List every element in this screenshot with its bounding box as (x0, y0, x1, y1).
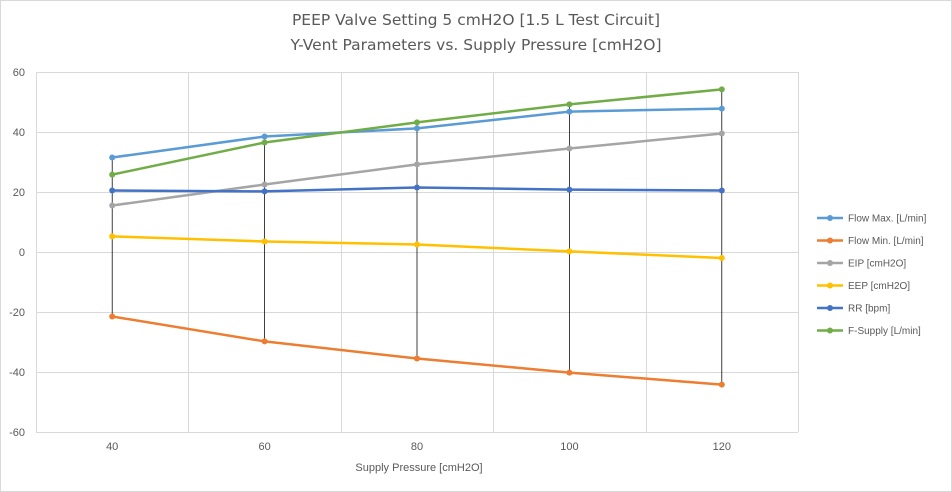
legend-item: EIP [cmH2O] (817, 259, 906, 270)
y-axis-ticks: -60 -40 -20 0 20 40 60 (9, 67, 25, 439)
series (109, 86, 725, 178)
x-tick-label: 60 (258, 441, 270, 453)
series (109, 184, 725, 195)
data-point (566, 145, 573, 152)
data-point (414, 119, 420, 126)
data-point (566, 248, 573, 255)
x-tick-label: 100 (560, 441, 578, 453)
legend-marker-icon (827, 237, 833, 244)
legend-label: EEP [cmH2O] (848, 281, 910, 292)
chart-subtitle: Y-Vent Parameters vs. Supply Pressure [c… (290, 36, 662, 54)
data-point (414, 241, 420, 248)
data-point (718, 381, 725, 388)
data-point (109, 154, 116, 161)
data-point (414, 125, 420, 132)
legend-item: Flow Max. [L/min] (817, 214, 927, 225)
legend-label: Flow Max. [L/min] (848, 214, 927, 225)
legend-item: RR [bpm] (817, 304, 890, 315)
data-point (718, 105, 725, 112)
chart-title: PEEP Valve Setting 5 cmH2O [1.5 L Test C… (291, 11, 661, 29)
data-point (109, 313, 116, 320)
legend-label: EIP [cmH2O] (848, 259, 906, 270)
series (109, 233, 725, 261)
legend-marker-icon (827, 305, 833, 311)
x-axis-label: Supply Pressure [cmH2O] (355, 462, 482, 474)
data-point (718, 130, 725, 137)
legend-marker-icon (827, 327, 833, 334)
legend-marker-icon (827, 260, 833, 266)
x-tick-label: 120 (713, 441, 731, 453)
y-tick-label: -20 (9, 307, 25, 319)
data-point (414, 161, 420, 168)
data-point (414, 355, 420, 362)
data-point (718, 255, 725, 261)
legend: Flow Max. [L/min] Flow Min. [L/min] EIP [c… (817, 214, 927, 337)
data-point (566, 101, 573, 108)
y-tick-label: 0 (19, 247, 25, 259)
legend-item: Flow Min. [L/min] (817, 236, 924, 247)
y-tick-label: -40 (9, 367, 25, 379)
legend-item: F-Supply [L/min] (817, 326, 921, 337)
data-point (109, 171, 116, 178)
legend-marker-icon (827, 282, 833, 289)
legend-marker-icon (827, 215, 833, 221)
data-point (718, 187, 725, 194)
data-point (566, 369, 573, 376)
series (109, 313, 725, 388)
x-tick-label: 40 (106, 441, 118, 453)
data-point (261, 181, 268, 188)
y-tick-label: 40 (13, 127, 25, 139)
x-axis-ticks: 40 60 80 100 120 (106, 441, 731, 453)
legend-item: EEP [cmH2O] (817, 281, 910, 292)
legend-label: RR [bpm] (848, 304, 890, 315)
data-point (109, 202, 116, 209)
data-point (261, 133, 268, 140)
series (109, 105, 725, 161)
data-point (414, 184, 420, 191)
data-point (109, 233, 116, 240)
legend-label: F-Supply [L/min] (848, 326, 921, 337)
legend-label: Flow Min. [L/min] (848, 236, 924, 247)
data-point (261, 188, 268, 195)
data-point (718, 86, 725, 93)
y-tick-label: 20 (13, 187, 25, 199)
data-point (261, 338, 268, 345)
high-low-lines (111, 89, 723, 385)
data-point (566, 186, 573, 193)
data-point (566, 108, 573, 115)
series-lines (109, 86, 725, 388)
data-point (261, 139, 268, 146)
y-tick-label: -60 (9, 427, 25, 439)
data-point (261, 238, 268, 245)
x-tick-label: 80 (411, 441, 423, 453)
data-point (109, 187, 116, 194)
y-tick-label: 60 (13, 67, 25, 79)
